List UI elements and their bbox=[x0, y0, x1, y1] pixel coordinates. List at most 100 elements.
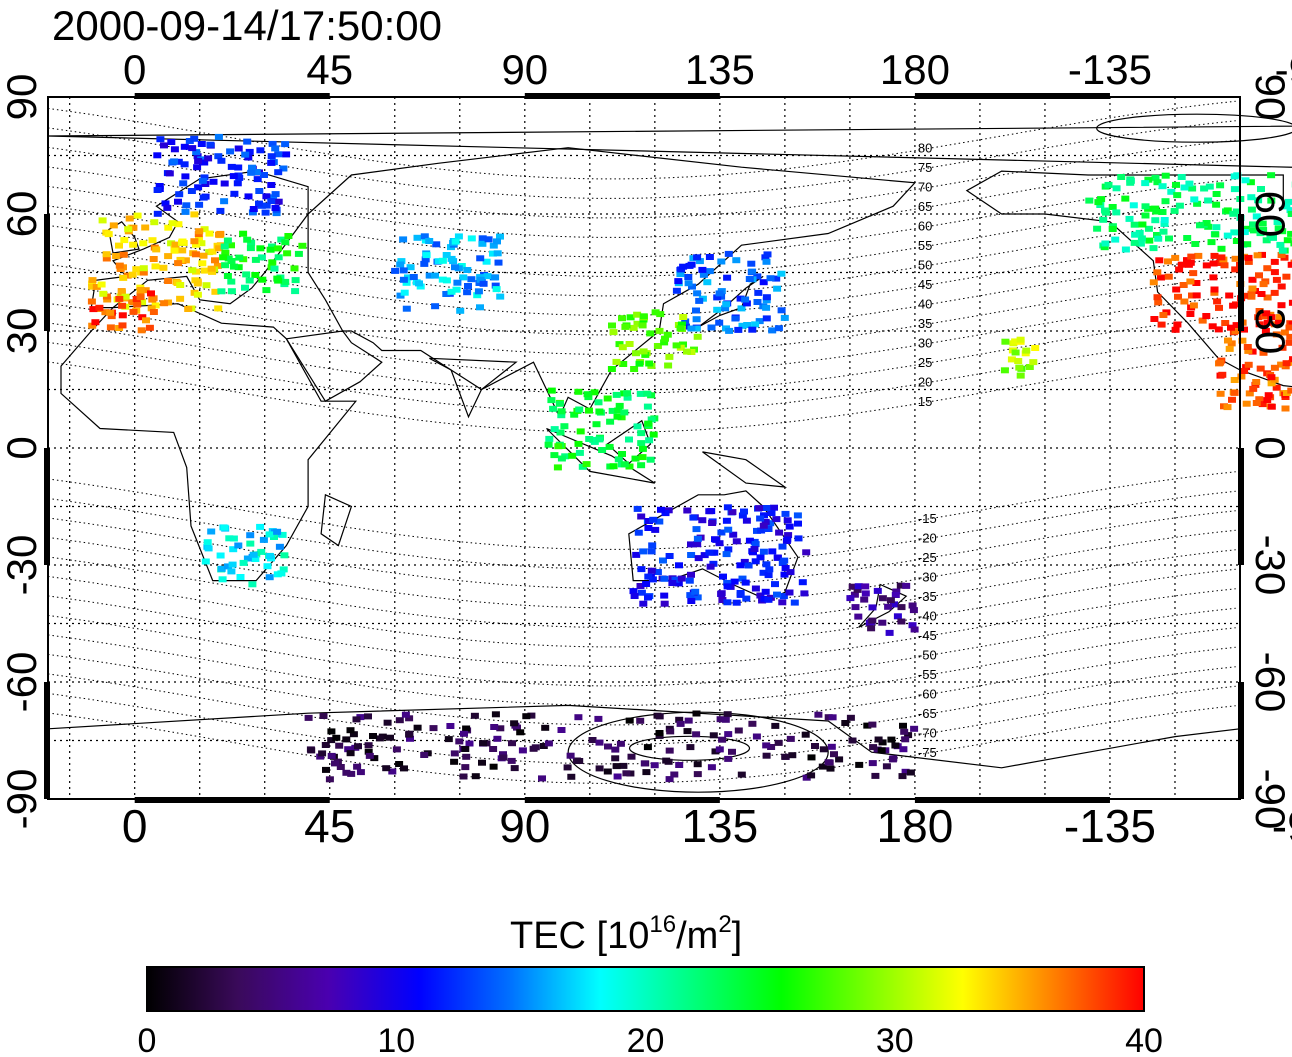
coastline-arabia bbox=[285, 330, 383, 403]
tec-point bbox=[736, 590, 745, 596]
tec-point bbox=[1240, 368, 1249, 374]
tec-point bbox=[1216, 259, 1225, 266]
tec-point bbox=[235, 254, 244, 261]
tec-point bbox=[227, 242, 235, 249]
tec-point bbox=[1230, 389, 1239, 396]
tec-point bbox=[764, 596, 773, 603]
tec-point bbox=[121, 293, 130, 300]
tec-point bbox=[211, 288, 220, 295]
tec-point bbox=[239, 230, 248, 237]
tec-point bbox=[1172, 286, 1181, 293]
tec-point bbox=[781, 753, 790, 760]
tec-point bbox=[877, 747, 886, 754]
tec-point bbox=[730, 578, 739, 585]
top-lon-label: -135 bbox=[1068, 46, 1152, 93]
tec-point bbox=[773, 554, 782, 561]
tec-point bbox=[244, 193, 253, 200]
tec-point bbox=[634, 529, 643, 536]
tec-point bbox=[657, 506, 665, 513]
tec-point bbox=[1141, 203, 1150, 210]
tec-point bbox=[461, 746, 470, 752]
tec-point bbox=[1165, 235, 1173, 242]
tec-point bbox=[627, 753, 636, 760]
tec-point bbox=[327, 737, 336, 744]
tec-point bbox=[651, 309, 660, 316]
colorbar-gradient bbox=[146, 966, 1145, 1012]
tec-point bbox=[683, 348, 691, 355]
tec-point bbox=[1277, 252, 1286, 258]
tec-point bbox=[1014, 358, 1023, 364]
tec-point bbox=[644, 573, 653, 580]
tec-point bbox=[181, 208, 190, 215]
tec-point bbox=[199, 252, 208, 259]
tec-point bbox=[850, 591, 859, 598]
tec-point bbox=[707, 324, 716, 331]
tec-point bbox=[265, 574, 274, 581]
tec-point bbox=[1230, 173, 1239, 180]
tec-point bbox=[392, 746, 401, 753]
tec-point bbox=[1232, 238, 1241, 244]
tec-point bbox=[699, 271, 708, 278]
tec-point bbox=[213, 262, 222, 269]
magnetic-latitude-contour bbox=[47, 256, 1236, 336]
tec-point bbox=[1252, 213, 1261, 220]
tec-point bbox=[768, 548, 777, 555]
tec-point bbox=[773, 591, 781, 598]
tec-point bbox=[1000, 367, 1009, 374]
tec-point bbox=[442, 277, 451, 284]
tec-point bbox=[413, 234, 422, 241]
tec-point bbox=[1241, 177, 1250, 184]
tec-point bbox=[1262, 310, 1271, 317]
tec-point bbox=[854, 613, 863, 620]
tec-point bbox=[1180, 298, 1189, 305]
tec-point bbox=[176, 295, 185, 302]
tec-point bbox=[751, 541, 760, 548]
tec-point bbox=[1285, 339, 1292, 346]
tec-point bbox=[1007, 356, 1016, 363]
coastline-north-america bbox=[965, 170, 1292, 388]
tec-point bbox=[1212, 191, 1221, 197]
tec-point bbox=[766, 520, 775, 527]
tec-point bbox=[560, 423, 569, 430]
tec-point bbox=[620, 461, 629, 468]
tec-point bbox=[207, 528, 216, 535]
tec-point bbox=[594, 715, 603, 722]
tec-point bbox=[1152, 208, 1161, 215]
tec-point bbox=[499, 751, 507, 758]
tec-point bbox=[786, 569, 795, 576]
tec-point bbox=[1159, 228, 1168, 235]
tec-point bbox=[274, 254, 283, 261]
magnetic-latitude-label: 15 bbox=[918, 394, 932, 409]
tec-point bbox=[92, 283, 101, 290]
tec-point bbox=[234, 542, 243, 549]
tec-point bbox=[638, 454, 647, 461]
tec-point bbox=[1252, 379, 1261, 385]
tec-point bbox=[1285, 198, 1292, 205]
tec-point bbox=[188, 267, 197, 274]
tec-point bbox=[662, 757, 671, 764]
tec-point bbox=[1278, 247, 1287, 254]
tec-point bbox=[225, 535, 234, 542]
tec-point bbox=[1117, 174, 1126, 180]
tec-point bbox=[200, 267, 209, 274]
tec-point bbox=[639, 348, 648, 355]
tec-region-central-america bbox=[1215, 337, 1292, 412]
tec-point bbox=[868, 617, 877, 624]
tec-point bbox=[734, 727, 743, 734]
tec-point bbox=[882, 763, 891, 770]
tec-point bbox=[645, 437, 654, 444]
tec-point bbox=[646, 330, 655, 337]
tec-point bbox=[133, 212, 142, 219]
tec-point bbox=[693, 535, 702, 542]
tec-point bbox=[616, 740, 625, 747]
right-lat-label: -30 bbox=[1247, 535, 1292, 596]
tec-point bbox=[258, 276, 267, 283]
tec-point bbox=[899, 746, 908, 753]
tec-point bbox=[1196, 222, 1204, 229]
tec-point bbox=[364, 742, 373, 749]
tec-point bbox=[547, 397, 556, 404]
tec-point bbox=[307, 747, 316, 754]
tec-point bbox=[1144, 176, 1153, 183]
tec-point bbox=[759, 522, 768, 529]
tec-point bbox=[744, 562, 753, 569]
